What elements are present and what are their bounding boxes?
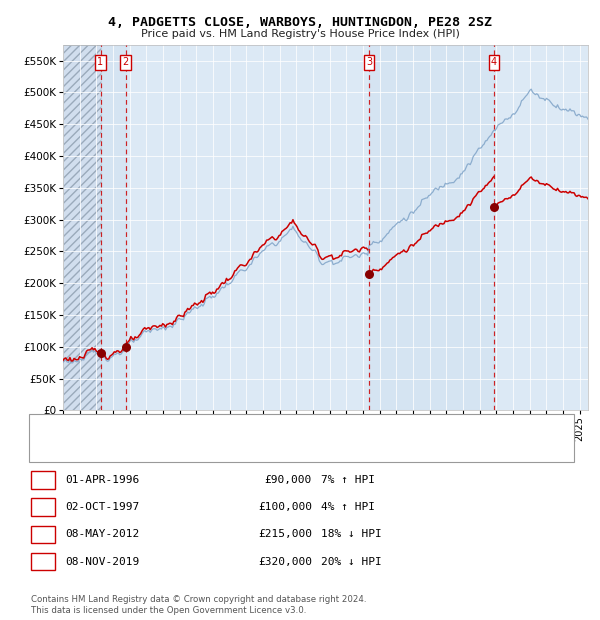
Text: 7% ↑ HPI: 7% ↑ HPI <box>321 475 375 485</box>
Text: 3: 3 <box>40 529 47 539</box>
Text: 1: 1 <box>40 475 47 485</box>
Text: £320,000: £320,000 <box>258 557 312 567</box>
Text: This data is licensed under the Open Government Licence v3.0.: This data is licensed under the Open Gov… <box>31 606 307 615</box>
Bar <box>369 45 494 410</box>
Text: 2: 2 <box>40 502 47 512</box>
Text: 2: 2 <box>122 58 128 68</box>
Text: 02-OCT-1997: 02-OCT-1997 <box>65 502 139 512</box>
Text: 08-NOV-2019: 08-NOV-2019 <box>65 557 139 567</box>
Text: 20% ↓ HPI: 20% ↓ HPI <box>321 557 382 567</box>
Text: £100,000: £100,000 <box>258 502 312 512</box>
Text: 01-APR-1996: 01-APR-1996 <box>65 475 139 485</box>
Text: 4, PADGETTS CLOSE, WARBOYS, HUNTINGDON, PE28 2SZ (detached house): 4, PADGETTS CLOSE, WARBOYS, HUNTINGDON, … <box>78 422 417 431</box>
Text: ——: —— <box>41 418 71 433</box>
Text: Price paid vs. HM Land Registry's House Price Index (HPI): Price paid vs. HM Land Registry's House … <box>140 29 460 38</box>
Text: £215,000: £215,000 <box>258 529 312 539</box>
Text: 18% ↓ HPI: 18% ↓ HPI <box>321 529 382 539</box>
Bar <box>101 45 125 410</box>
Text: 4% ↑ HPI: 4% ↑ HPI <box>321 502 375 512</box>
Text: £90,000: £90,000 <box>265 475 312 485</box>
Text: 4: 4 <box>491 58 497 68</box>
Text: 4: 4 <box>40 557 47 567</box>
Text: 1: 1 <box>97 58 104 68</box>
Text: Contains HM Land Registry data © Crown copyright and database right 2024.: Contains HM Land Registry data © Crown c… <box>31 595 367 604</box>
Text: 08-MAY-2012: 08-MAY-2012 <box>65 529 139 539</box>
Text: HPI: Average price, detached house, Huntingdonshire: HPI: Average price, detached house, Hunt… <box>78 445 320 454</box>
Text: 3: 3 <box>366 58 372 68</box>
Text: 4, PADGETTS CLOSE, WARBOYS, HUNTINGDON, PE28 2SZ: 4, PADGETTS CLOSE, WARBOYS, HUNTINGDON, … <box>108 16 492 29</box>
Text: ——: —— <box>41 442 71 457</box>
